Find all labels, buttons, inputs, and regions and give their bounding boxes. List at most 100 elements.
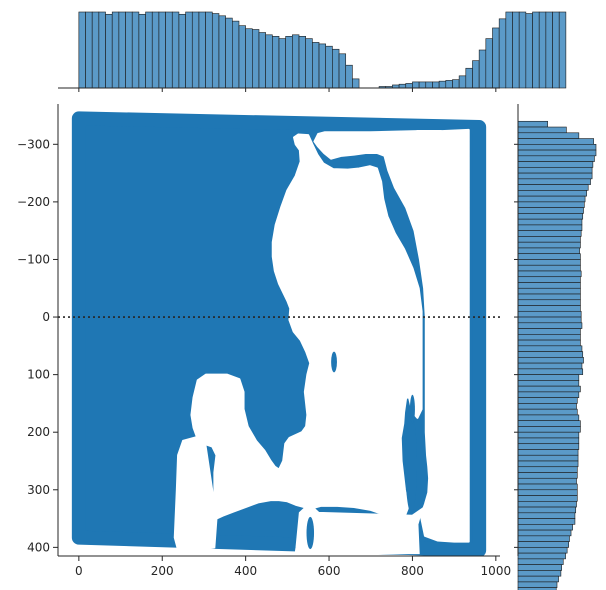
marginal-x-bar	[345, 64, 353, 89]
marginal-x-bar	[178, 13, 186, 89]
marginal-x-bar	[91, 11, 100, 89]
y-tick-label: 200	[27, 425, 50, 439]
marginal-x-bar	[145, 11, 153, 89]
y-tick-label: 100	[27, 368, 50, 382]
marginal-x-bar	[158, 11, 166, 89]
marginal-x-bar	[258, 32, 266, 89]
marginal-x-bar	[552, 11, 560, 89]
marginal-x-bar	[452, 79, 460, 89]
marginal-y-bar	[517, 431, 580, 439]
y-tick-label: 0	[42, 310, 50, 324]
marginal-x-bar	[238, 25, 246, 89]
marginal-y-bar	[517, 293, 581, 301]
marginal-y-bar	[517, 144, 597, 151]
marginal-y-bar	[517, 236, 581, 243]
marginal-x-bar	[272, 36, 280, 89]
scatter-empty-region-3	[173, 433, 218, 555]
marginal-x-bar	[512, 11, 520, 89]
marginal-y-bar	[517, 184, 589, 191]
marginal-y-bar	[517, 466, 578, 473]
marginal-x-bar	[105, 13, 113, 89]
marginal-y-bar	[517, 397, 578, 404]
marginal-y-bar	[517, 357, 584, 364]
scatter-blob-right-spike	[409, 394, 415, 424]
marginal-x-bar	[278, 38, 286, 89]
marginal-y-bar	[517, 259, 581, 266]
marginal-y-histogram	[514, 104, 597, 590]
marginal-x-bar	[518, 11, 527, 89]
marginal-y-bar	[517, 178, 591, 185]
marginal-x-bar	[118, 11, 126, 89]
marginal-x-bar	[252, 29, 260, 89]
x-tick-label: 0	[75, 564, 83, 578]
marginal-y-bar	[517, 541, 570, 548]
scatter-blob-middle	[331, 351, 337, 373]
marginal-y-bar	[517, 247, 580, 255]
marginal-y-bar	[517, 570, 562, 577]
marginal-y-bar	[517, 161, 594, 168]
marginal-x-bar	[545, 11, 553, 89]
marginal-x-bar	[298, 36, 306, 89]
marginal-x-bar	[352, 78, 360, 89]
marginal-y-bar	[517, 495, 578, 502]
marginal-x-bar	[231, 20, 240, 89]
marginal-y-bar	[517, 443, 580, 450]
marginal-y-bar	[517, 403, 577, 410]
marginal-x-bar	[312, 42, 320, 89]
marginal-x-bar	[338, 53, 347, 89]
marginal-y-bar	[517, 351, 584, 358]
marginal-y-bar	[517, 472, 578, 479]
marginal-x-bar	[265, 34, 273, 89]
marginal-x-bar	[165, 11, 173, 89]
marginal-x-bar	[85, 11, 93, 89]
y-tick-label: 400	[27, 540, 50, 554]
marginal-x-bar	[332, 48, 340, 89]
marginal-y-bar	[517, 518, 576, 525]
marginal-x-bar	[505, 11, 513, 89]
marginal-y-bar	[517, 437, 580, 445]
marginal-y-bar	[517, 241, 581, 249]
marginal-x-bar	[538, 11, 547, 89]
y-tick-label: −100	[17, 252, 50, 266]
marginal-y-bar	[517, 282, 581, 289]
marginal-y-bar	[517, 454, 579, 462]
marginal-x-bar	[98, 11, 106, 89]
marginal-y-bar	[517, 362, 583, 370]
marginal-y-bar	[517, 201, 585, 208]
marginal-y-bar	[517, 322, 583, 329]
marginal-x-bar	[171, 11, 180, 89]
marginal-y-bar	[517, 224, 583, 231]
marginal-y-bar	[517, 345, 583, 352]
marginal-x-bar	[138, 13, 146, 89]
x-tick-label: 400	[234, 564, 257, 578]
marginal-y-bar	[517, 368, 584, 375]
marginal-y-bar	[517, 552, 566, 560]
marginal-x-bar	[151, 11, 160, 89]
marginal-x-bar	[465, 67, 473, 89]
marginal-x-bar	[398, 83, 407, 89]
main-axes: 0 200 400 600 800 1000 −300 −200 −100 0 100 200 300 4…	[17, 104, 511, 578]
marginal-x-bar	[292, 34, 300, 89]
y-tick-label: 300	[27, 483, 50, 497]
marginal-y-bar	[517, 414, 580, 421]
marginal-y-bar	[517, 167, 593, 174]
marginal-x-bar	[305, 38, 313, 89]
marginal-x-bar	[558, 11, 567, 89]
marginal-x-bar	[525, 13, 533, 89]
x-tick-label: 800	[401, 564, 424, 578]
marginal-y-bar	[517, 270, 582, 278]
x-tick-label: 200	[151, 564, 174, 578]
marginal-y-bar	[517, 253, 581, 260]
marginal-y-bar	[517, 120, 548, 128]
marginal-y-bar	[517, 316, 582, 324]
marginal-y-bar	[517, 449, 579, 456]
marginal-y-bar	[517, 564, 562, 571]
marginal-y-bar	[517, 339, 581, 347]
marginal-x-bar	[325, 45, 333, 89]
scatter-blob-right-strip	[405, 414, 418, 513]
y-tick-label: −300	[17, 137, 50, 151]
marginal-y-bar	[517, 190, 587, 197]
marginal-x-bar	[472, 60, 480, 89]
marginal-y-bar	[517, 334, 581, 341]
marginal-y-bar	[517, 172, 593, 180]
